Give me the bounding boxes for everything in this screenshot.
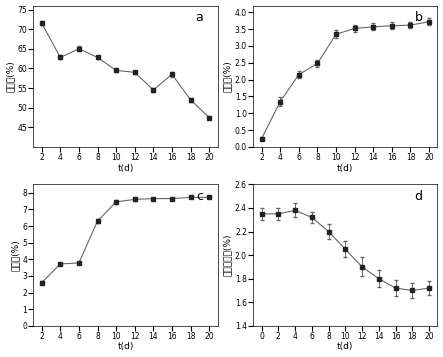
Y-axis label: 诸效碳(%): 诸效碳(%)	[11, 239, 19, 271]
Y-axis label: 有机质(%): 有机质(%)	[6, 60, 15, 92]
X-axis label: t(d): t(d)	[337, 342, 354, 351]
Text: d: d	[415, 190, 423, 203]
Y-axis label: 纤维素含量(%): 纤维素含量(%)	[223, 234, 232, 276]
X-axis label: t(d): t(d)	[337, 164, 354, 172]
Text: b: b	[415, 11, 423, 24]
Y-axis label: 有机碳(%): 有机碳(%)	[223, 60, 232, 92]
Text: a: a	[195, 11, 203, 24]
X-axis label: t(d): t(d)	[117, 164, 134, 172]
Text: c: c	[196, 190, 203, 203]
X-axis label: t(d): t(d)	[117, 342, 134, 351]
